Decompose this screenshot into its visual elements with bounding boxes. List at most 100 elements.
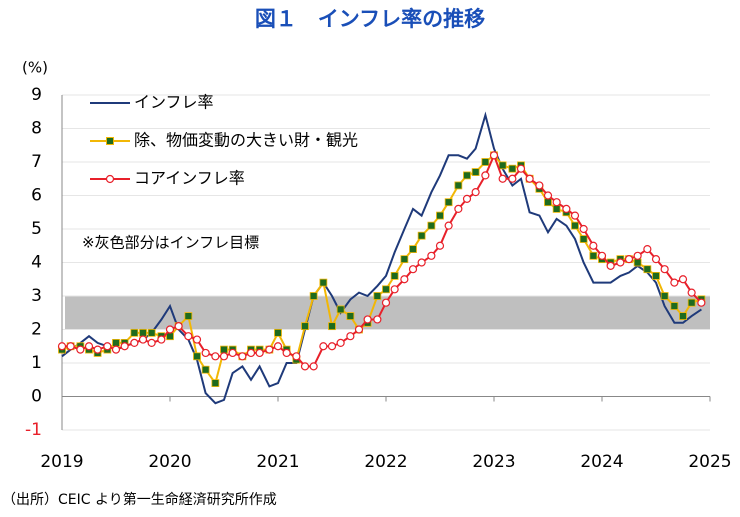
marker <box>552 204 561 213</box>
marker <box>300 362 310 371</box>
marker <box>328 322 336 331</box>
marker <box>139 328 147 337</box>
marker <box>427 251 436 260</box>
marker <box>246 348 256 358</box>
marker <box>624 255 634 264</box>
marker <box>111 345 121 354</box>
marker <box>589 251 598 260</box>
marker <box>238 352 247 361</box>
marker <box>463 171 471 180</box>
x-tick-label: 2024 <box>580 452 623 472</box>
marker <box>336 338 345 347</box>
marker <box>471 168 480 176</box>
legend-marker <box>106 137 114 145</box>
x-tick-label: 2022 <box>364 452 407 472</box>
marker <box>382 285 390 294</box>
marker <box>471 188 480 197</box>
marker <box>354 325 364 334</box>
marker <box>193 352 201 361</box>
y-tick-label: 9 <box>31 85 42 105</box>
y-tick-label: 6 <box>31 186 42 206</box>
marker <box>660 292 669 300</box>
marker <box>93 345 102 354</box>
marker <box>228 348 237 358</box>
marker <box>660 265 669 274</box>
marker <box>643 245 652 254</box>
marker <box>543 191 553 200</box>
x-tick-label: 2025 <box>688 452 731 472</box>
marker <box>409 245 417 254</box>
marker <box>138 335 148 344</box>
marker <box>390 285 399 294</box>
marker <box>184 312 193 321</box>
marker <box>255 348 264 358</box>
legend-label: インフレ率 <box>134 93 214 112</box>
y-tick-label: 7 <box>31 152 42 172</box>
y-tick-label: 3 <box>31 286 42 306</box>
marker <box>436 211 444 220</box>
y-tick-label: -1 <box>25 420 42 440</box>
marker <box>579 235 588 243</box>
marker <box>687 288 696 297</box>
marker <box>544 198 552 207</box>
marker <box>454 181 463 190</box>
marker <box>481 158 490 166</box>
marker <box>211 379 220 388</box>
marker <box>274 328 282 337</box>
chart-title: 図１ インフレ率の推移 <box>255 7 485 31</box>
marker <box>103 342 112 351</box>
marker <box>301 322 309 331</box>
marker <box>147 338 156 347</box>
y-tick-label: 5 <box>31 219 42 239</box>
marker <box>147 328 156 337</box>
marker <box>678 275 688 284</box>
marker <box>552 198 561 207</box>
marker <box>84 342 94 351</box>
marker <box>273 342 283 351</box>
marker <box>381 298 391 307</box>
marker <box>508 174 517 183</box>
marker <box>220 345 228 354</box>
marker <box>498 161 507 170</box>
marker <box>562 204 571 213</box>
x-tick-label: 2023 <box>472 452 515 472</box>
marker <box>309 362 318 371</box>
source: （出所）CEIC より第一生命経済研究所作成 <box>2 491 277 508</box>
marker <box>292 352 301 361</box>
legend-label: コアインフレ率 <box>134 169 245 188</box>
marker <box>687 298 696 307</box>
marker <box>346 312 355 321</box>
marker <box>616 258 625 267</box>
y-tick-label: 0 <box>31 387 42 407</box>
marker <box>201 348 210 358</box>
x-tick-label: 2021 <box>256 452 299 472</box>
marker <box>157 335 166 344</box>
marker <box>112 338 120 347</box>
marker <box>516 164 526 173</box>
y-axis-label: (%) <box>22 59 48 77</box>
marker <box>462 194 472 203</box>
legend-marker <box>105 174 115 184</box>
marker <box>444 221 453 230</box>
marker <box>417 231 426 240</box>
series-line <box>61 111 702 405</box>
marker <box>373 292 382 300</box>
marker <box>525 174 534 183</box>
marker <box>408 265 418 274</box>
y-tick-label: 2 <box>31 320 42 340</box>
marker <box>57 342 67 351</box>
marker <box>184 332 193 341</box>
marker <box>633 251 642 260</box>
marker <box>201 365 210 374</box>
marker <box>679 312 687 321</box>
marker <box>219 352 229 361</box>
marker <box>535 181 544 190</box>
marker <box>120 342 129 351</box>
marker <box>597 251 607 260</box>
marker <box>130 328 139 337</box>
marker <box>327 342 337 351</box>
marker <box>400 255 409 264</box>
marker <box>130 338 139 347</box>
marker <box>336 305 345 314</box>
